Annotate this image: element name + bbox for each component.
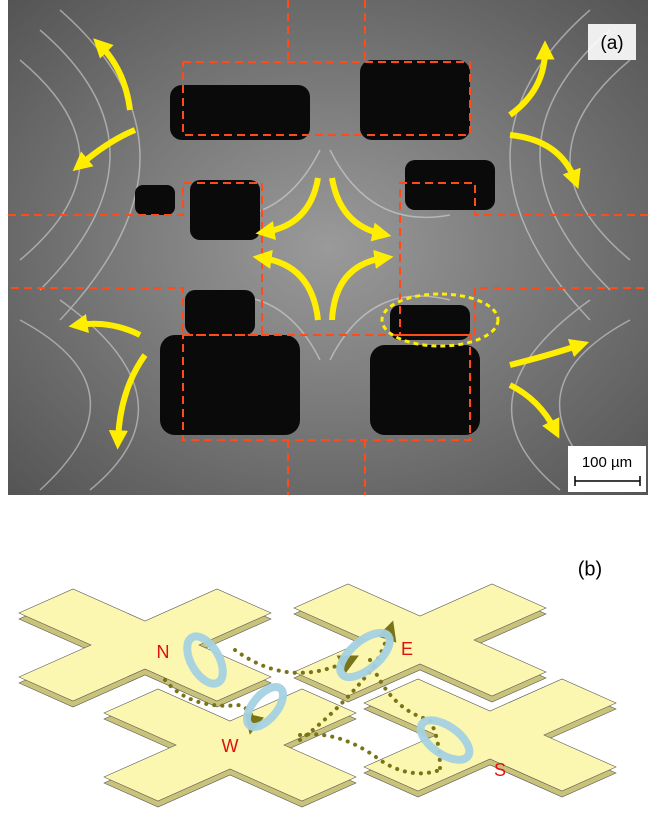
- panel-label: (a): [600, 33, 623, 54]
- electrode-label: W: [222, 736, 239, 756]
- panel-label: (b): [578, 558, 602, 580]
- electrode-diagram: (b) N E W S: [0, 552, 654, 833]
- figure: (a) 100 µm (b) N: [0, 0, 654, 833]
- electrode-label: S: [494, 760, 506, 780]
- electrode-label: N: [157, 642, 170, 662]
- micrograph: (a) 100 µm: [8, 0, 648, 495]
- electrode-label: E: [401, 639, 413, 659]
- scale-bar-label: 100 µm: [582, 454, 632, 471]
